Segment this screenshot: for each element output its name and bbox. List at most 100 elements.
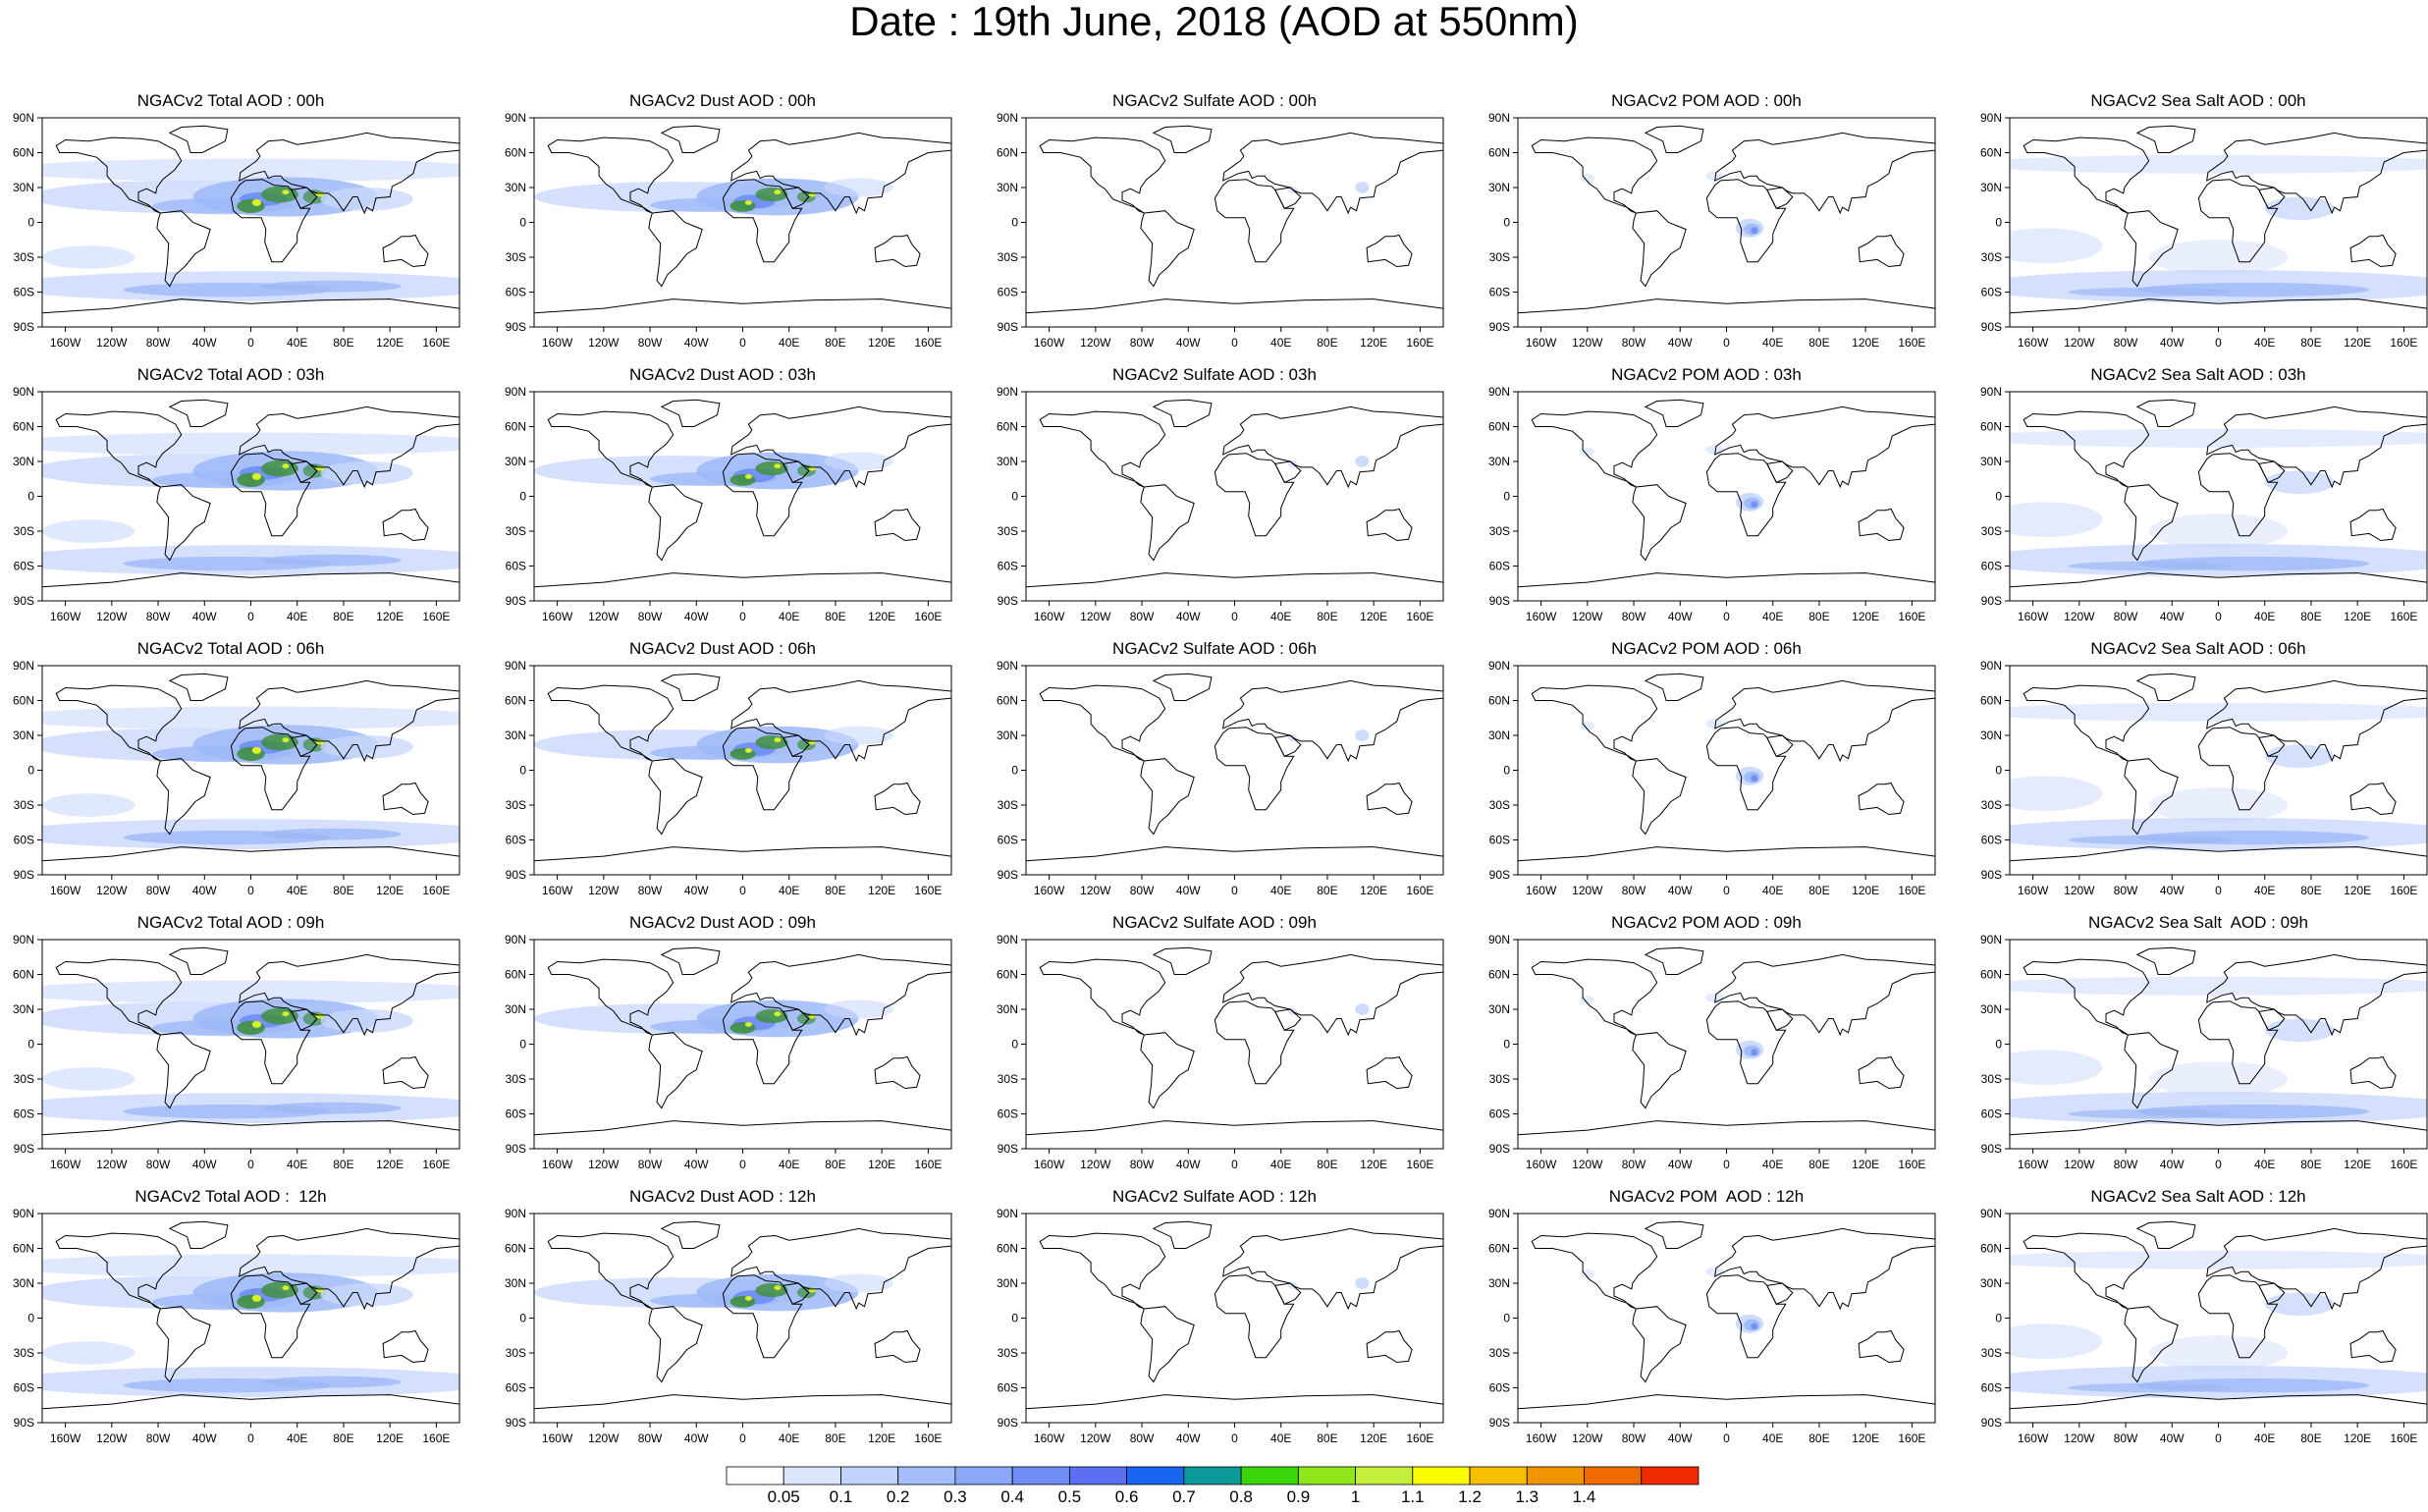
colorbar-label: 1.1 — [1401, 1487, 1425, 1506]
coastlines — [42, 1220, 459, 1423]
colorbar-label: 1.3 — [1515, 1487, 1538, 1506]
lat-label: 60S — [14, 834, 34, 847]
lon-label: 40E — [779, 1158, 799, 1171]
lon-label: 80E — [1808, 1158, 1829, 1171]
lat-label: 30N — [13, 1002, 34, 1016]
coastline-greenland — [1644, 399, 1704, 427]
lon-label: 0 — [2215, 884, 2222, 897]
lon-label: 40W — [684, 884, 709, 897]
colorbar-swatch — [954, 1466, 1013, 1485]
coastline-antarctica — [2010, 1394, 2427, 1423]
colorbar-label: 0.3 — [944, 1487, 967, 1506]
lat-label: 60N — [997, 694, 1018, 708]
lon-label: 160E — [1406, 610, 1433, 623]
coastline-australia — [1858, 1055, 1905, 1090]
lat-label: 30N — [13, 729, 34, 742]
coastline-australia — [874, 782, 921, 816]
lat-label: 30S — [506, 524, 526, 538]
lat-label: 90N — [505, 385, 526, 399]
lon-label: 40E — [287, 884, 307, 897]
map-panel-total-1: 90N 60N 30N 0 30S 60S 90S 160W 120W 80W 40W 0 40E 80E… — [5, 360, 496, 623]
lat-label: 0 — [519, 216, 526, 230]
lon-label: 40E — [1270, 336, 1291, 350]
lat-label: 30N — [13, 1276, 34, 1290]
lon-label: 0 — [1231, 1431, 1238, 1445]
map-panel-pom-1: 90N 60N 30N 0 30S 60S 90S 160W 120W 80W 40W 0 40E 80E… — [1481, 360, 1971, 623]
lon-label: 40W — [684, 610, 709, 623]
lon-label: 40W — [684, 1158, 709, 1171]
coastline-africa — [230, 1000, 311, 1085]
lat-label: 60S — [998, 1381, 1018, 1395]
lon-label: 80E — [1808, 610, 1829, 623]
lon-label: 160E — [422, 1158, 450, 1171]
coastline-arabia — [1766, 187, 1794, 209]
lat-label: 60N — [1980, 420, 2002, 434]
coastline-australia — [874, 1329, 921, 1364]
lat-label: 30S — [506, 1346, 526, 1360]
colorbar-label: 0.1 — [830, 1487, 853, 1506]
map-panel-total-3: 90N 60N 30N 0 30S 60S 90S 160W 120W 80W 40W 0 40E 80E… — [5, 908, 496, 1171]
coastline-africa — [1214, 1274, 1295, 1359]
aod-field-seasalt — [2010, 702, 2427, 851]
lon-label: 40E — [287, 336, 307, 350]
lat-label: 90S — [998, 320, 1018, 334]
lat-label: 30S — [1981, 1072, 2002, 1086]
lon-label: 0 — [247, 1431, 254, 1445]
lat-label: 30S — [998, 798, 1018, 812]
coastline-arabia — [782, 1282, 810, 1305]
coastline-europe-asia — [239, 679, 459, 763]
coastline-africa — [1705, 453, 1787, 537]
lat-label: 0 — [1995, 490, 2002, 504]
coastlines — [42, 125, 459, 327]
lon-label: 40W — [192, 884, 217, 897]
lon-label: 80E — [825, 336, 845, 350]
aod-field-seasalt — [2010, 976, 2427, 1125]
lat-label: 30N — [1980, 181, 2002, 194]
lon-label: 160E — [422, 884, 450, 897]
lon-label: 120W — [588, 1431, 620, 1445]
map-sulfate: 90N 60N 30N 0 30S 60S 90S 160W 120W 80W 40W 0 40E 80E… — [997, 1207, 1444, 1445]
coastline-antarctica — [1026, 1394, 1443, 1423]
coastline-australia — [382, 234, 429, 268]
aod-field-pom — [1580, 171, 1764, 238]
colorbar-swatch — [1355, 1466, 1414, 1485]
aod-field-seasalt — [2010, 154, 2427, 303]
lon-label: 80E — [333, 884, 353, 897]
lat-label: 0 — [519, 490, 526, 504]
lon-label: 40W — [684, 336, 709, 350]
panel-title: NGACv2 Sea Salt AOD : 06h — [2090, 639, 2306, 658]
colorbar-swatch — [1298, 1466, 1357, 1485]
coastline-africa — [230, 179, 311, 263]
lon-label: 160W — [542, 336, 573, 350]
lon-label: 120E — [2344, 1158, 2371, 1171]
coastline-antarctica — [534, 1394, 951, 1423]
map-pom: 90N 60N 30N 0 30S 60S 90S 160W 120W 80W 40W 0 40E 80E… — [1488, 933, 1936, 1171]
lat-label: 90N — [505, 659, 526, 673]
coastline-north-america — [2023, 410, 2150, 488]
lon-label: 160W — [50, 1431, 81, 1445]
lon-label: 160W — [50, 884, 81, 897]
lon-label: 40W — [1176, 610, 1201, 623]
coastline-australia — [1366, 1329, 1413, 1364]
coastline-arabia — [1766, 1008, 1794, 1031]
panel-title: NGACv2 Dust AOD : 09h — [629, 913, 816, 932]
coastline-greenland — [1644, 1220, 1704, 1249]
colorbar-swatch — [1584, 1466, 1643, 1485]
lat-label: 60S — [506, 834, 526, 847]
coastline-australia — [1366, 1055, 1413, 1090]
coastline-africa — [722, 179, 803, 263]
lon-label: 160E — [914, 884, 942, 897]
lat-label: 60N — [1488, 1242, 1510, 1256]
lat-label: 90N — [505, 1207, 526, 1220]
lon-label: 80W — [1130, 1431, 1155, 1445]
lat-label: 90N — [505, 933, 526, 946]
lat-label: 60S — [1489, 560, 1510, 573]
lon-label: 80W — [2114, 610, 2138, 623]
lat-label: 60N — [1488, 968, 1510, 982]
lon-label: 120W — [588, 1158, 620, 1171]
coastline-arabia — [1766, 1282, 1794, 1305]
lat-label: 90S — [1981, 594, 2002, 608]
lat-label: 60S — [14, 560, 34, 573]
lat-label: 0 — [1995, 764, 2002, 778]
coastline-antarctica — [534, 572, 951, 601]
